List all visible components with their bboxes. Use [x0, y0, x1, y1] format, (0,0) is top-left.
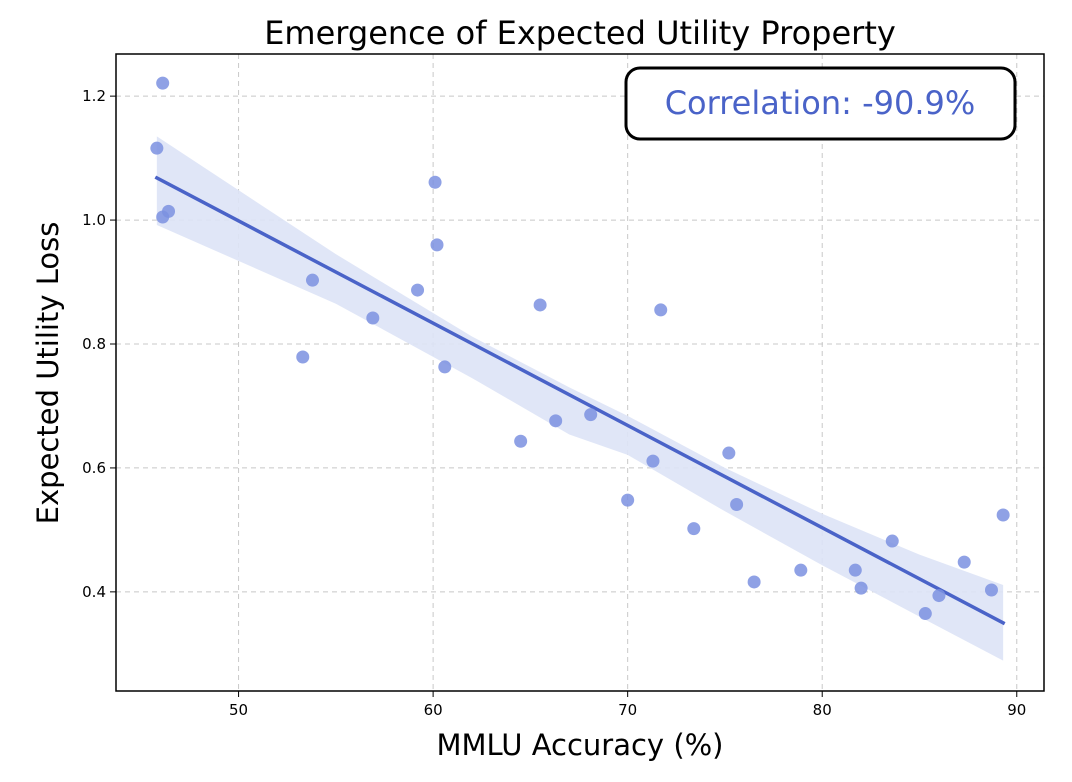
x-tick-label: 80: [813, 701, 832, 719]
points-layer: [150, 76, 1010, 621]
data-point: [150, 141, 164, 155]
x-ticks: 50 60 70 80 90: [229, 691, 1026, 719]
data-point: [996, 508, 1010, 522]
y-ticks: 0.4 0.6 0.8 1.0 1.2: [82, 87, 116, 601]
y-tick-label: 1.0: [82, 211, 106, 229]
y-tick-label: 0.4: [82, 583, 106, 601]
x-tick-label: 90: [1007, 701, 1026, 719]
data-point: [549, 414, 563, 428]
data-point: [438, 360, 452, 374]
data-point: [957, 555, 971, 569]
x-tick-label: 50: [229, 701, 248, 719]
x-tick-label: 70: [618, 701, 637, 719]
x-tick-label: 60: [424, 701, 443, 719]
data-point: [848, 563, 862, 577]
data-point: [533, 298, 547, 312]
data-point: [730, 497, 744, 511]
data-point: [305, 273, 319, 287]
chart-title: Emergence of Expected Utility Property: [264, 14, 896, 52]
data-point: [885, 534, 899, 548]
data-point: [687, 522, 701, 536]
data-point: [514, 434, 528, 448]
data-point: [646, 454, 660, 468]
data-point: [932, 589, 946, 603]
data-point: [156, 76, 170, 90]
data-point: [428, 175, 442, 189]
data-point: [584, 408, 598, 422]
data-point: [430, 238, 444, 252]
y-tick-label: 0.6: [82, 459, 106, 477]
data-point: [984, 583, 998, 597]
data-point: [411, 283, 425, 297]
x-axis-label: MMLU Accuracy (%): [437, 728, 724, 762]
y-axis-label: Expected Utility Loss: [31, 222, 65, 525]
data-point: [722, 446, 736, 460]
data-point: [366, 311, 380, 325]
correlation-text: Correlation: -90.9%: [665, 84, 976, 122]
data-point: [854, 581, 868, 595]
y-tick-label: 1.2: [82, 87, 106, 105]
data-point: [918, 607, 932, 621]
data-point: [296, 350, 310, 364]
regression-layer: [154, 175, 1006, 626]
data-point: [794, 563, 808, 577]
data-point: [621, 493, 635, 507]
annotation-box: [624, 66, 1017, 141]
y-tick-label: 0.8: [82, 335, 106, 353]
data-point: [162, 204, 176, 218]
data-point: [654, 303, 668, 317]
correlation-annotation: Correlation: -90.9%: [624, 66, 1017, 141]
regression-line: [154, 175, 1006, 626]
data-point: [747, 575, 761, 589]
plot-frame: [115, 53, 1045, 692]
